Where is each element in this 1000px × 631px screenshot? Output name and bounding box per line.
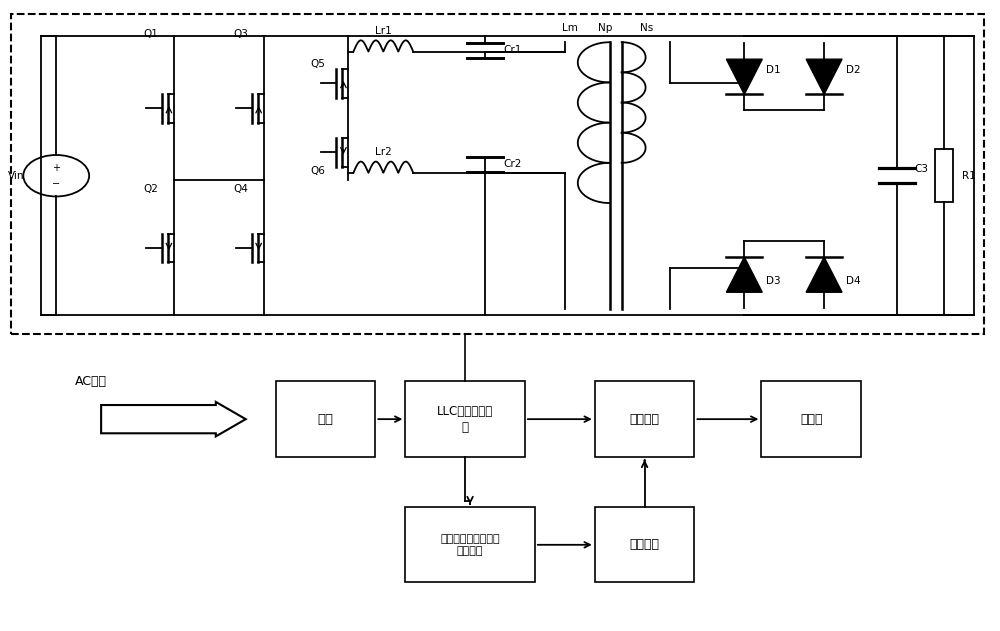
- Text: Q3: Q3: [233, 29, 248, 39]
- Text: +: +: [52, 163, 60, 172]
- Text: −: −: [52, 179, 60, 189]
- Text: Cr2: Cr2: [503, 159, 521, 169]
- Text: AC输入: AC输入: [75, 375, 107, 387]
- Text: 多种不同输出电压的
辅助电源: 多种不同输出电压的 辅助电源: [440, 534, 500, 556]
- Text: 控制电路: 控制电路: [630, 538, 660, 551]
- FancyArrow shape: [101, 402, 246, 437]
- Text: LLC伺服电源电
路: LLC伺服电源电 路: [437, 404, 493, 433]
- Text: Q1: Q1: [144, 29, 158, 39]
- Polygon shape: [806, 257, 842, 292]
- Bar: [405, 507, 535, 582]
- Text: D4: D4: [846, 276, 861, 286]
- Bar: [935, 149, 953, 203]
- Text: Lr1: Lr1: [375, 26, 392, 36]
- Text: Q4: Q4: [233, 184, 248, 194]
- Polygon shape: [726, 59, 762, 95]
- Text: Q5: Q5: [311, 59, 325, 69]
- Text: D1: D1: [766, 66, 781, 76]
- Text: 机器人: 机器人: [800, 413, 822, 426]
- Text: Vin: Vin: [8, 171, 24, 180]
- Text: Np: Np: [598, 23, 612, 33]
- Polygon shape: [806, 59, 842, 95]
- Polygon shape: [726, 257, 762, 292]
- Bar: [595, 507, 694, 582]
- Bar: [761, 382, 861, 457]
- Text: Q2: Q2: [144, 184, 158, 194]
- Text: D3: D3: [766, 276, 781, 286]
- Text: Ns: Ns: [640, 23, 653, 33]
- Text: C3: C3: [915, 165, 929, 174]
- Bar: [595, 382, 694, 457]
- Bar: [11, 14, 984, 334]
- Text: R1: R1: [962, 171, 975, 180]
- Text: Q6: Q6: [311, 166, 325, 176]
- Text: Lr2: Lr2: [375, 147, 392, 157]
- Text: 整流: 整流: [317, 413, 333, 426]
- Bar: [405, 382, 525, 457]
- Bar: [276, 382, 375, 457]
- Text: Cr1: Cr1: [503, 45, 521, 55]
- Text: Lm: Lm: [562, 23, 578, 33]
- Text: 逆变电路: 逆变电路: [630, 413, 660, 426]
- Text: D2: D2: [846, 66, 861, 76]
